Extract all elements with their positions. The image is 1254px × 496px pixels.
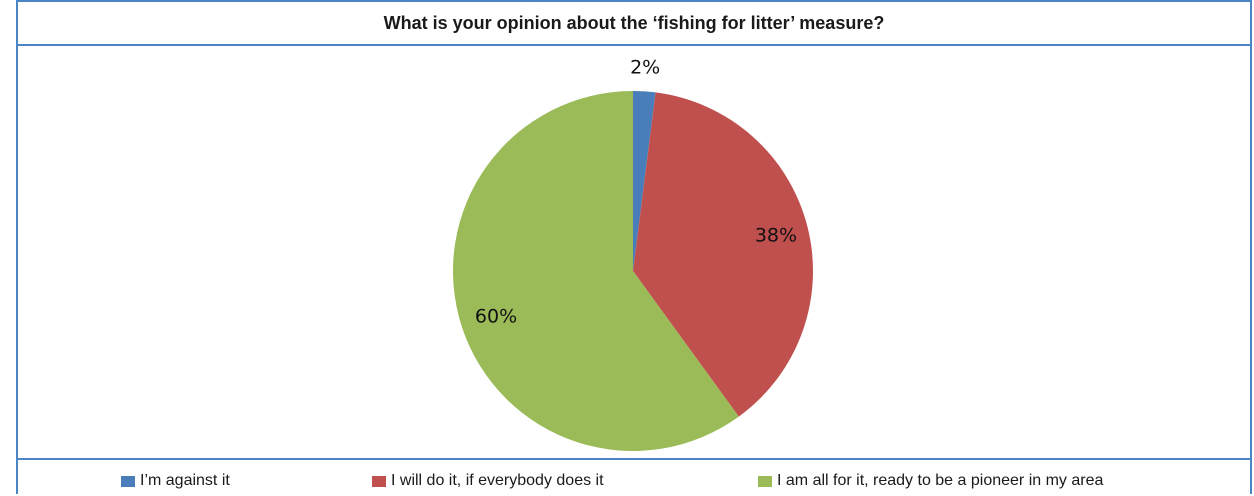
legend-label-against: I’m against it bbox=[140, 472, 230, 489]
legend-item-conditional: I will do it, if everybody does it bbox=[372, 472, 604, 490]
pie-slice-pioneer bbox=[453, 91, 739, 451]
data-label-against: 2% bbox=[630, 56, 660, 78]
title-row: What is your opinion about the ‘fishing … bbox=[18, 2, 1250, 46]
chart-title: What is your opinion about the ‘fishing … bbox=[383, 12, 885, 33]
legend-label-conditional: I will do it, if everybody does it bbox=[391, 472, 604, 489]
legend-swatch-against bbox=[121, 475, 135, 487]
legend-item-against: I’m against it bbox=[121, 472, 230, 490]
data-label-pioneer: 60% bbox=[475, 305, 517, 327]
pie-chart: 2% 38% 60% bbox=[453, 56, 813, 451]
legend-item-pioneer: I am all for it, ready to be a pioneer i… bbox=[758, 472, 1103, 490]
data-label-conditional: 38% bbox=[755, 224, 797, 246]
pie-slice-conditional bbox=[633, 92, 813, 417]
pie-slice-against bbox=[633, 91, 656, 271]
legend-swatch-pioneer bbox=[758, 475, 772, 487]
legend-label-pioneer: I am all for it, ready to be a pioneer i… bbox=[777, 472, 1104, 489]
legend: I’m against it I will do it, if everybod… bbox=[18, 458, 1250, 496]
chart-frame: What is your opinion about the ‘fishing … bbox=[16, 0, 1252, 494]
legend-swatch-conditional bbox=[372, 475, 386, 487]
chart-area: 2% 38% 60% bbox=[18, 46, 1250, 458]
